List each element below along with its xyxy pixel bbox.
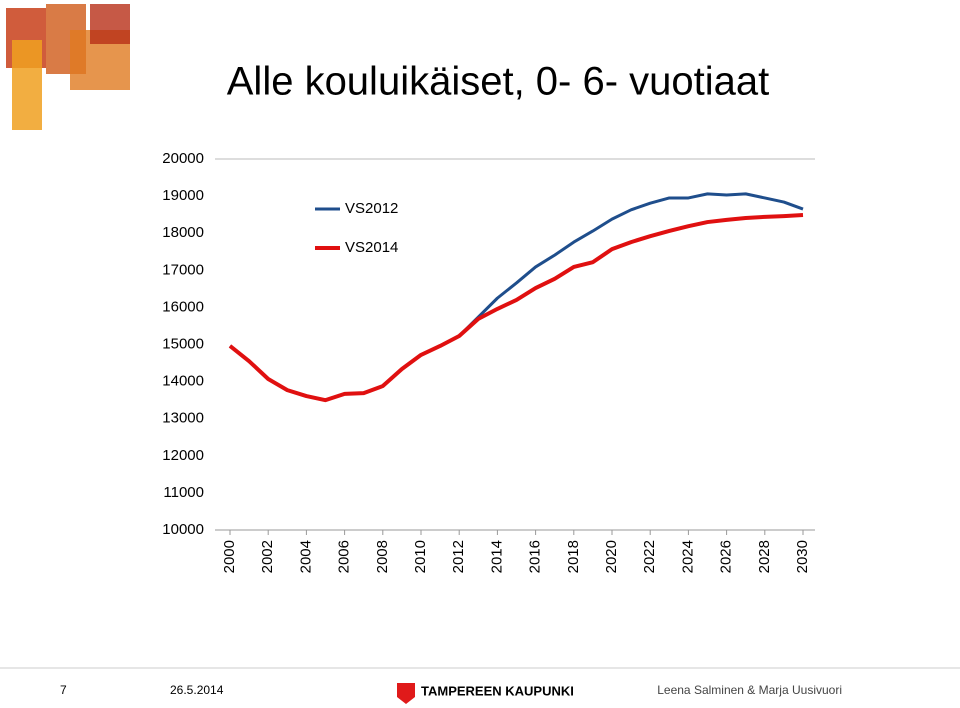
x-tick-label: 2012 xyxy=(450,540,467,573)
x-tick-label: 2028 xyxy=(756,540,773,573)
corner-logo xyxy=(6,4,130,130)
y-tick-label: 16000 xyxy=(162,298,204,315)
x-tick-label: 2006 xyxy=(336,540,353,573)
city-logo xyxy=(397,683,415,704)
x-tick-label: 2010 xyxy=(412,540,429,573)
x-tick-label: 2000 xyxy=(221,540,238,573)
chart-title: Alle kouluikäiset, 0- 6- vuotiaat xyxy=(227,60,770,104)
y-tick-label: 13000 xyxy=(162,410,204,427)
org-name: TAMPEREEN KAUPUNKI xyxy=(421,683,574,698)
date: 26.5.2014 xyxy=(170,683,224,697)
y-tick-label: 12000 xyxy=(162,447,204,464)
y-tick-label: 14000 xyxy=(162,373,204,390)
authors: Leena Salminen & Marja Uusivuori xyxy=(657,683,842,697)
x-tick-label: 2024 xyxy=(679,540,696,573)
x-tick-label: 2004 xyxy=(297,540,314,573)
legend-label: VS2014 xyxy=(345,239,398,256)
plot: 10000 11000 12000 13000 14000 15000 16000 17000… xyxy=(162,150,811,573)
legend-label: VS2012 xyxy=(345,200,398,217)
page-number: 7 xyxy=(60,683,67,697)
y-tick-label: 19000 xyxy=(162,187,204,204)
y-tick-label: 18000 xyxy=(162,224,204,241)
y-tick-label: 15000 xyxy=(162,335,204,352)
y-tick-label: 10000 xyxy=(162,521,204,538)
x-tick-label: 2022 xyxy=(641,540,658,573)
x-tick-label: 2002 xyxy=(259,540,276,573)
x-tick-label: 2014 xyxy=(488,540,505,573)
y-tick-label: 11000 xyxy=(163,484,204,501)
x-tick-label: 2030 xyxy=(794,540,811,573)
series-line xyxy=(228,213,804,403)
series-line xyxy=(229,192,804,402)
y-tick-label: 17000 xyxy=(162,261,204,278)
x-tick-label: 2008 xyxy=(374,540,391,573)
x-tick-label: 2018 xyxy=(565,540,582,573)
x-tick-label: 2016 xyxy=(527,540,544,573)
y-tick-label: 20000 xyxy=(162,150,204,167)
x-tick-label: 2026 xyxy=(718,540,735,573)
x-tick-label: 2020 xyxy=(603,540,620,573)
